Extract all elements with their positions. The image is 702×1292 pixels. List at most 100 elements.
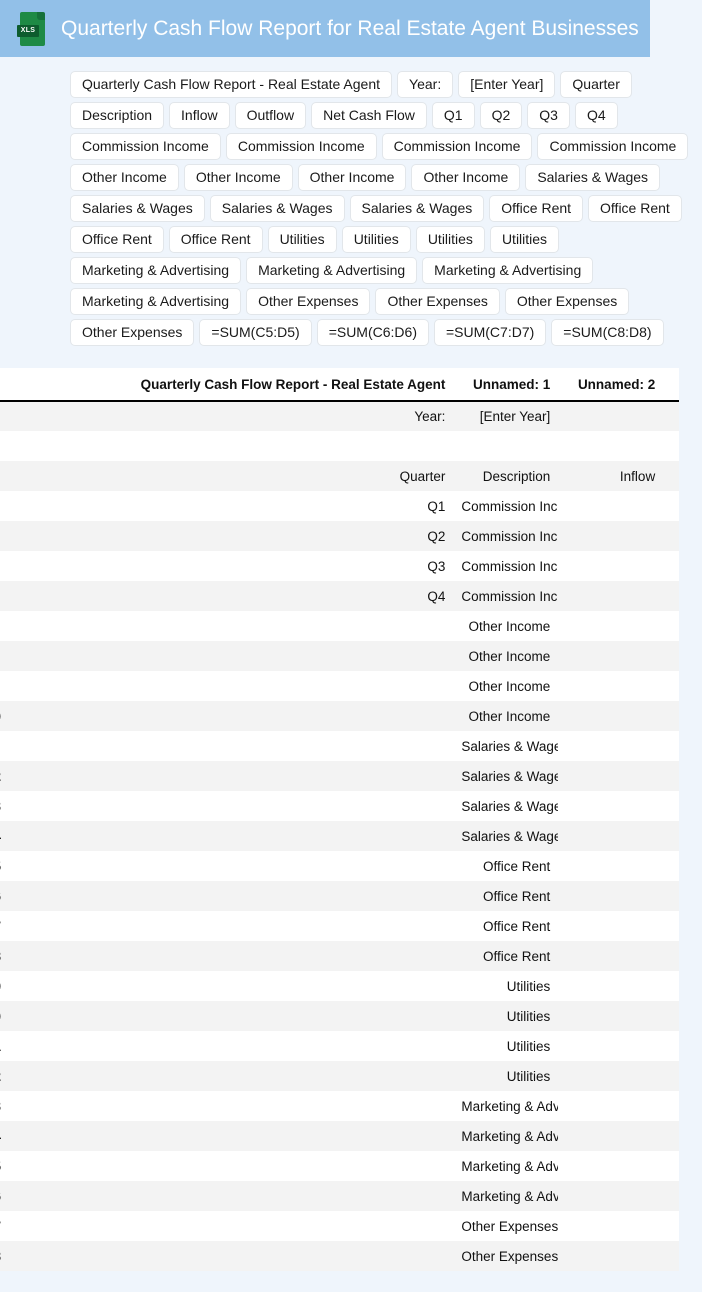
column-header-unnamed-1[interactable]: Unnamed: 1 (453, 368, 559, 402)
table-cell (60, 821, 453, 851)
chip[interactable]: =SUM(C5:D5) (199, 319, 312, 346)
column-header-unnamed-2[interactable]: Unnamed: 2 (558, 368, 664, 402)
chip[interactable]: [Enter Year] (458, 71, 556, 98)
table-cell (663, 491, 679, 521)
table-row: 6 Q4 Commission Income (0, 581, 679, 611)
chip[interactable]: Marketing & Advertising (70, 257, 242, 284)
chip[interactable]: Office Rent (588, 195, 682, 222)
table-cell (60, 431, 453, 461)
chip[interactable]: Quarterly Cash Flow Report - Real Estate… (70, 71, 393, 98)
table-cell: Marketing & Advertising (461, 1098, 559, 1114)
chip[interactable]: Description (70, 102, 165, 129)
table-cell: Q4 (427, 588, 446, 604)
chip[interactable]: Utilities (415, 226, 485, 253)
table-cell (663, 731, 679, 761)
table-cell (558, 791, 663, 821)
chip[interactable]: Other Expenses (70, 319, 195, 346)
table-cell: [Enter Year] (479, 409, 551, 424)
chip[interactable]: Outflow (234, 102, 307, 129)
table-cell: Inflow (619, 468, 656, 484)
chip[interactable]: Salaries & Wages (349, 195, 485, 222)
chip[interactable]: Inflow (169, 102, 230, 129)
page-header-banner: XLS Quarterly Cash Flow Report for Real … (0, 0, 650, 57)
chip[interactable]: Other Income (183, 164, 293, 191)
row-index-cell: 8 (0, 641, 60, 671)
chip[interactable]: Commission Income (537, 133, 689, 160)
table-cell (60, 731, 453, 761)
chip[interactable]: Office Rent (168, 226, 263, 253)
chip[interactable]: Other Expenses (504, 288, 630, 315)
chip[interactable]: Salaries & Wages (209, 195, 345, 222)
chip[interactable]: Marketing & Advertising (70, 288, 242, 315)
row-index-cell: 14 (0, 821, 60, 851)
table-cell: Salaries & Wages (461, 738, 559, 754)
table-cell: Other Expenses (461, 1218, 559, 1234)
chip[interactable]: =SUM(C8:D8) (551, 319, 664, 346)
table-cell: Utilities (506, 978, 551, 994)
chip[interactable]: Marketing & Advertising (422, 257, 594, 284)
table-row: 26 Marketing & Advertising (0, 1181, 679, 1211)
row-index-cell: 18 (0, 941, 60, 971)
column-header-title[interactable]: Quarterly Cash Flow Report - Real Estate… (59, 368, 454, 402)
page-title: Quarterly Cash Flow Report for Real Esta… (61, 16, 639, 40)
chip[interactable]: Net Cash Flow (311, 102, 427, 129)
table-cell (558, 641, 663, 671)
row-index-cell: 6 (0, 581, 60, 611)
table-cell (558, 821, 663, 851)
table-cell (60, 911, 453, 941)
table-cell (558, 401, 663, 431)
chip[interactable]: Utilities (341, 226, 411, 253)
chip[interactable]: Utilities (489, 226, 560, 253)
chip[interactable]: Commission Income (70, 133, 221, 160)
row-index-cell: 27 (0, 1211, 60, 1241)
chip[interactable]: Other Income (411, 164, 521, 191)
chip[interactable]: Year: (397, 71, 454, 98)
table-cell (60, 1121, 453, 1151)
chip[interactable]: =SUM(C7:D7) (433, 319, 547, 346)
chip[interactable]: Salaries & Wages (70, 195, 205, 222)
chip[interactable]: Q1 (431, 102, 475, 129)
chip[interactable]: Office Rent (489, 195, 584, 222)
table-clip: Quarterly Cash Flow Report - Real Estate… (0, 368, 679, 1271)
table-cell (663, 1151, 679, 1181)
chip[interactable]: =SUM(C6:D6) (316, 319, 429, 346)
table-cell: Other Income (468, 618, 551, 634)
chip[interactable]: Other Expenses (246, 288, 371, 315)
table-cell: Other Income (468, 678, 551, 694)
chip[interactable]: Q4 (574, 102, 618, 129)
table-cell (60, 671, 453, 701)
chip[interactable]: Commission Income (381, 133, 533, 160)
table-row: 13 Salaries & Wages (0, 791, 679, 821)
row-index-cell: 19 (0, 971, 60, 1001)
table-cell: Utilities (506, 1068, 551, 1084)
table-cell (663, 551, 679, 581)
table-cell (558, 1061, 663, 1091)
table-cell (663, 431, 679, 461)
chip[interactable]: Quarter (560, 71, 632, 98)
chip[interactable]: Office Rent (70, 226, 164, 253)
chip[interactable]: Commission Income (225, 133, 377, 160)
chip[interactable]: Other Income (70, 164, 179, 191)
chip[interactable]: Other Income (297, 164, 407, 191)
table-cell: Office Rent (483, 888, 551, 904)
table-cell (60, 1001, 453, 1031)
row-index-cell: 26 (0, 1181, 60, 1211)
table-cell (60, 611, 453, 641)
row-index-cell: 16 (0, 881, 60, 911)
table-cell (558, 1151, 663, 1181)
table-scroll-region[interactable]: Quarterly Cash Flow Report - Real Estate… (0, 368, 702, 1271)
table-row: 21 Utilities (0, 1031, 679, 1061)
chip[interactable]: Q3 (527, 102, 570, 129)
table-header-row: Quarterly Cash Flow Report - Real Estate… (0, 368, 679, 402)
column-header-unnamed-3[interactable]: Unnamed: 3 (663, 368, 679, 402)
column-header-index[interactable] (0, 368, 60, 402)
chip[interactable]: Marketing & Advertising (246, 257, 418, 284)
table-cell (60, 1031, 453, 1061)
chip[interactable]: Q2 (479, 102, 523, 129)
chip[interactable]: Other Expenses (375, 288, 500, 315)
table-row: 24 Marketing & Advertising (0, 1121, 679, 1151)
row-index-cell: 13 (0, 791, 60, 821)
row-index-cell: 0 (0, 401, 60, 431)
chip[interactable]: Salaries & Wages (525, 164, 661, 191)
chip[interactable]: Utilities (267, 226, 337, 253)
